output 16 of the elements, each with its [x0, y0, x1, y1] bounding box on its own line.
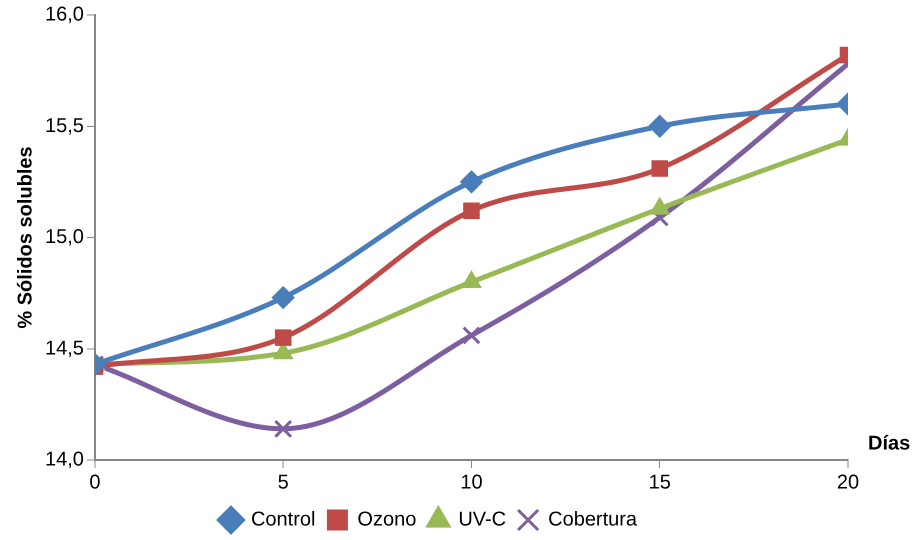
legend-label: Cobertura [548, 508, 638, 531]
y-tick-label: 15,0 [44, 226, 84, 248]
x-tick-label: 20 [836, 472, 860, 494]
x-tick-label: 10 [460, 472, 483, 494]
y-tick-label: 14,5 [44, 337, 84, 360]
legend-label: Ozono [357, 508, 416, 531]
legend-label: UV-C [458, 508, 506, 531]
x-tick-label: 5 [278, 472, 289, 494]
y-tick-label: 15,5 [44, 114, 84, 137]
x-axis-title: Días [868, 432, 910, 455]
legend-label: Control [250, 508, 316, 531]
y-tick-label: 14,0 [44, 448, 84, 471]
y-axis-title: % Sólidos solubles [14, 146, 37, 329]
x-tick-label: 0 [89, 472, 100, 494]
x-tick-label: 15 [648, 472, 671, 494]
y-tick-label: 16,0 [44, 4, 84, 26]
